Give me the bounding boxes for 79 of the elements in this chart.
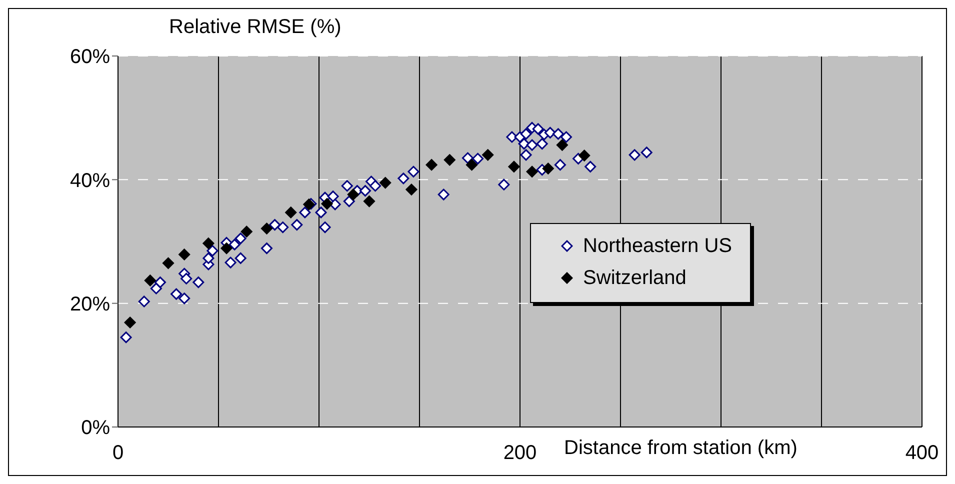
- point: [444, 154, 456, 166]
- point: [526, 166, 538, 178]
- point: [426, 159, 438, 171]
- point: [234, 232, 246, 244]
- point: [124, 316, 136, 328]
- point: [640, 146, 652, 158]
- point: [228, 238, 240, 250]
- point: [438, 188, 450, 200]
- point: [162, 257, 174, 269]
- y-tick-label: 20%: [70, 293, 110, 316]
- point: [520, 128, 532, 140]
- point: [364, 196, 375, 208]
- point: [269, 219, 281, 231]
- point: [554, 159, 566, 171]
- point: [532, 123, 544, 135]
- point: [498, 178, 510, 190]
- point: [536, 138, 548, 150]
- point: [240, 226, 252, 238]
- point: [556, 139, 568, 151]
- point: [180, 272, 192, 284]
- point: [370, 180, 382, 192]
- point: [224, 256, 236, 268]
- point: [544, 126, 556, 138]
- y-axis-title: Relative RMSE (%): [169, 16, 342, 39]
- x-axis-title: Distance from station (km): [564, 437, 798, 460]
- point: [341, 180, 353, 192]
- legend-label: Northeastern US: [583, 234, 732, 259]
- point: [628, 149, 640, 161]
- point: [552, 128, 564, 140]
- point: [343, 196, 355, 208]
- point: [202, 238, 214, 250]
- x-tick-label: 0: [112, 442, 124, 464]
- point: [291, 219, 303, 231]
- y-tick-label: 40%: [70, 170, 110, 192]
- y-tick-label: 60%: [70, 46, 110, 68]
- point: [178, 248, 190, 260]
- y-tick-label: 0%: [81, 417, 110, 440]
- point: [277, 222, 289, 234]
- point: [260, 222, 272, 234]
- point: [398, 172, 410, 184]
- point: [260, 242, 272, 254]
- point: [329, 198, 341, 210]
- point: [285, 206, 297, 218]
- point: [138, 296, 150, 308]
- point: [584, 160, 596, 172]
- point: [578, 150, 590, 162]
- point: [466, 159, 478, 171]
- point: [359, 185, 371, 197]
- point: [299, 206, 311, 218]
- point: [408, 166, 420, 178]
- point: [406, 184, 418, 196]
- point: [560, 131, 572, 143]
- point: [319, 222, 331, 234]
- point: [508, 160, 520, 172]
- point: [526, 139, 538, 151]
- x-tick-label: 400: [905, 442, 939, 464]
- x-tick-label: 200: [503, 442, 537, 464]
- point: [178, 292, 190, 304]
- point: [347, 188, 359, 200]
- point: [206, 245, 218, 257]
- point: [192, 276, 204, 288]
- point: [520, 149, 532, 161]
- legend-label: Switzerland: [583, 266, 686, 291]
- point: [234, 252, 246, 264]
- point: [327, 190, 339, 202]
- point: [482, 149, 494, 161]
- point: [120, 332, 132, 344]
- point: [472, 152, 484, 164]
- point: [144, 274, 156, 286]
- point: [154, 276, 166, 288]
- point: [315, 206, 327, 218]
- point: [170, 288, 182, 300]
- point: [542, 162, 554, 174]
- point: [518, 138, 530, 150]
- point: [380, 177, 392, 189]
- point: [202, 252, 214, 264]
- point: [462, 152, 474, 164]
- point: [220, 242, 232, 254]
- point: [321, 198, 333, 210]
